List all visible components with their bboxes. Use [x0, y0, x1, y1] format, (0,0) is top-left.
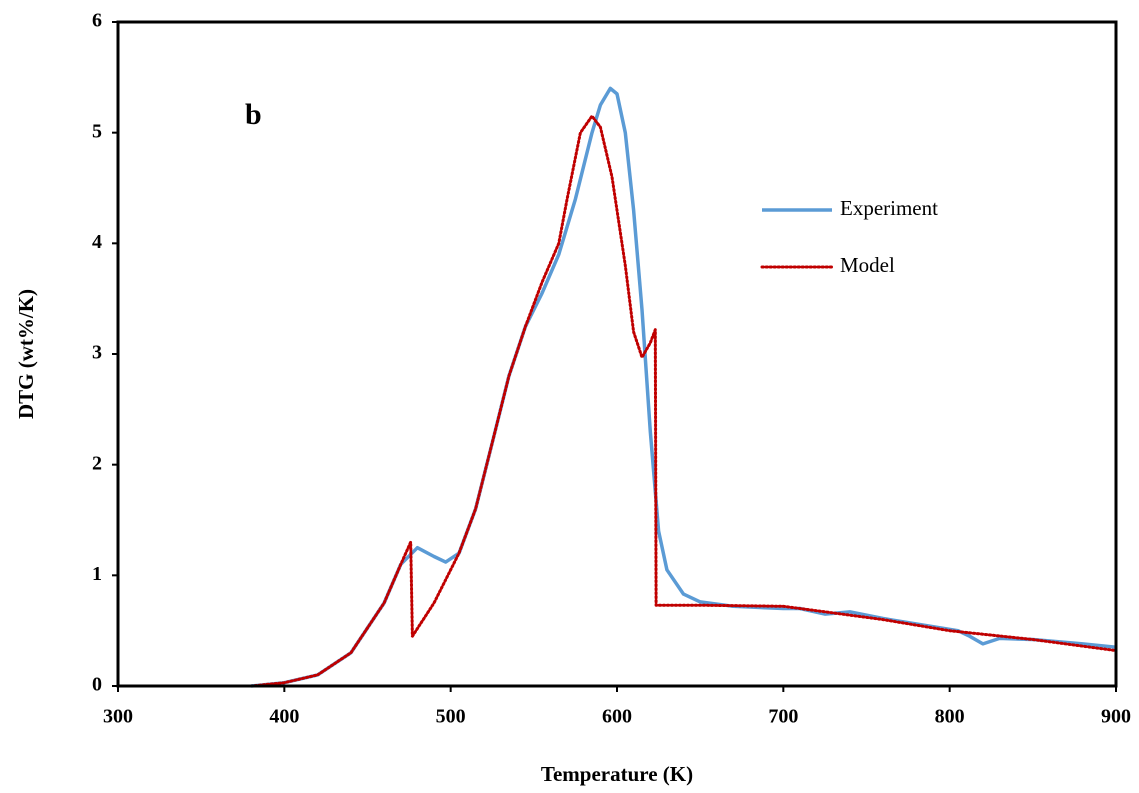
x-axis-title: Temperature (K): [541, 762, 693, 786]
annotation: b: [245, 98, 262, 131]
y-axis-title: DTG (wt%/K): [14, 289, 38, 419]
y-tick-label: 1: [92, 563, 102, 585]
x-tick-label: 900: [1101, 706, 1131, 728]
legend-label: Model: [840, 253, 895, 277]
x-tick-label: 700: [768, 706, 798, 728]
series-line: [249, 114, 1118, 688]
x-tick-label: 500: [436, 706, 466, 728]
y-tick-label: 2: [92, 452, 102, 474]
y-tick-label: 6: [92, 10, 102, 32]
legend-label: Experiment: [840, 196, 938, 220]
x-tick-label: 600: [602, 706, 632, 728]
y-tick-label: 5: [92, 120, 102, 142]
y-tick-label: 4: [92, 231, 102, 253]
x-tick-label: 300: [103, 706, 133, 728]
y-tick-label: 0: [92, 674, 102, 696]
x-tick-label: 800: [935, 706, 965, 728]
plot-frame: [116, 20, 1118, 688]
y-tick-label: 3: [92, 342, 102, 364]
x-tick-label: 400: [269, 706, 299, 728]
